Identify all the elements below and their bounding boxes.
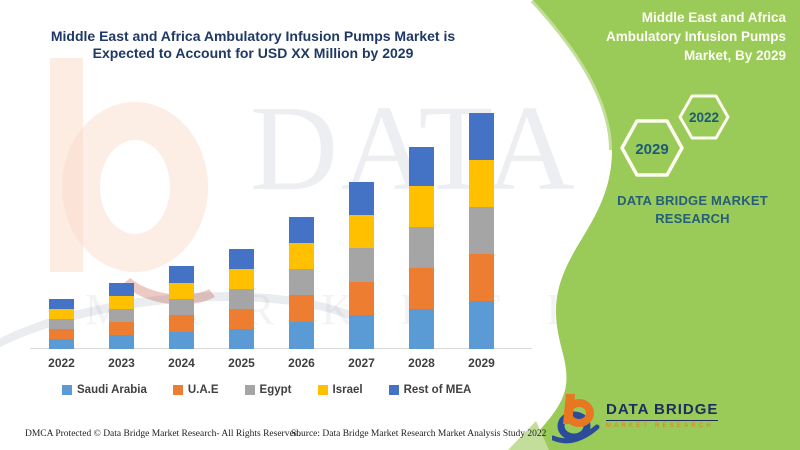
footer-dmca-text: DMCA Protected © Data Bridge Market Rese… xyxy=(25,429,301,439)
bar-segment-saudi-arabia xyxy=(409,309,434,349)
bar-segment-egypt xyxy=(169,299,194,315)
legend-swatch-rest-of-mea xyxy=(388,385,399,395)
bar-segment-egypt xyxy=(349,248,374,282)
bar-segment-egypt xyxy=(229,289,254,309)
bar-2026 xyxy=(289,217,314,349)
legend-swatch-egypt xyxy=(244,385,255,395)
bar-segment-israel xyxy=(409,186,434,227)
bar-segment-egypt xyxy=(289,269,314,295)
legend-swatch-saudi-arabia xyxy=(62,385,72,395)
bar-segment-u-a-e xyxy=(469,254,494,301)
bar-2022 xyxy=(49,299,74,349)
legend-label: Saudi Arabia xyxy=(77,384,147,396)
hexagon-badges: 2029 2022 xyxy=(620,94,730,177)
x-axis-label-2029: 2029 xyxy=(468,356,495,370)
bar-segment-u-a-e xyxy=(109,322,134,335)
logo-glyph-icon xyxy=(552,394,600,444)
bar-2024 xyxy=(169,266,194,349)
chart-title: Middle East and Africa Ambulatory Infusi… xyxy=(50,28,456,61)
logo-tagline: MARKET RESEARCH xyxy=(606,423,714,429)
x-axis-label-2025: 2025 xyxy=(228,356,255,370)
x-axis-label-2028: 2028 xyxy=(408,356,435,370)
bar-segment-u-a-e xyxy=(349,282,374,315)
logo-name: DATA BRIDGE xyxy=(606,401,719,421)
bar-segment-saudi-arabia xyxy=(49,339,74,349)
x-axis-label-2023: 2023 xyxy=(108,356,135,370)
legend-item-saudi-arabia: Saudi Arabia xyxy=(62,384,147,396)
bar-segment-u-a-e xyxy=(169,315,194,332)
logo: DATA BRIDGE MARKET RESEARCH xyxy=(552,392,719,444)
x-axis-label-2026: 2026 xyxy=(288,356,315,370)
bar-2023 xyxy=(109,283,134,349)
hexagon-2029-label: 2029 xyxy=(635,141,668,158)
legend: Saudi Arabia U.A.E Egypt Israel Rest of MEA xyxy=(62,384,471,396)
legend-label: U.A.E xyxy=(187,384,219,396)
bar-segment-u-a-e xyxy=(49,329,74,339)
legend-label: Egypt xyxy=(259,384,292,396)
legend-label: Rest of MEA xyxy=(403,384,472,396)
legend-item-egypt: Egypt xyxy=(244,384,292,396)
legend-label: Israel xyxy=(332,384,363,396)
bar-2029 xyxy=(469,113,494,349)
logo-text: DATA BRIDGE MARKET RESEARCH xyxy=(606,401,719,429)
x-axis-line xyxy=(30,348,532,349)
bar-segment-u-a-e xyxy=(229,309,254,329)
brand-name-text: DATA BRIDGE MARKET RESEARCH xyxy=(617,193,768,226)
bar-segment-rest-of-mea xyxy=(289,217,314,243)
side-panel-title: Middle East and Africa Ambulatory Infusi… xyxy=(605,10,786,63)
bar-segment-egypt xyxy=(109,309,134,322)
bar-segment-rest-of-mea xyxy=(409,147,434,186)
bar-segment-u-a-e xyxy=(289,295,314,322)
bar-2028 xyxy=(409,147,434,349)
bar-segment-saudi-arabia xyxy=(229,329,254,349)
bar-segment-israel xyxy=(109,296,134,309)
bar-segment-saudi-arabia xyxy=(169,332,194,349)
bar-segment-rest-of-mea xyxy=(169,266,194,283)
hexagon-2022-label: 2022 xyxy=(689,110,719,125)
bar-segment-saudi-arabia xyxy=(109,335,134,349)
bar-segment-israel xyxy=(229,269,254,289)
bar-segment-israel xyxy=(469,160,494,207)
bar-2027 xyxy=(349,182,374,349)
bar-segment-israel xyxy=(169,283,194,299)
footer-source-text: Source: Data Bridge Market Research Mark… xyxy=(291,429,547,439)
bar-segment-saudi-arabia xyxy=(349,315,374,349)
legend-item-israel: Israel xyxy=(317,384,363,396)
x-axis-label-2024: 2024 xyxy=(168,356,195,370)
legend-swatch-israel xyxy=(317,385,328,395)
bar-segment-israel xyxy=(349,215,374,248)
bar-segment-israel xyxy=(49,309,74,319)
bar-segment-u-a-e xyxy=(409,268,434,309)
bar-segment-rest-of-mea xyxy=(229,249,254,269)
bar-2025 xyxy=(229,249,254,349)
bar-segment-saudi-arabia xyxy=(289,322,314,349)
bar-segment-rest-of-mea xyxy=(469,113,494,160)
bar-segment-saudi-arabia xyxy=(469,301,494,349)
x-axis-label-2022: 2022 xyxy=(48,356,75,370)
bar-segment-egypt xyxy=(409,227,434,268)
bar-segment-rest-of-mea xyxy=(49,299,74,309)
bar-segment-israel xyxy=(289,243,314,269)
legend-item-u-a-e: U.A.E xyxy=(172,384,219,396)
bar-segment-egypt xyxy=(469,207,494,254)
bar-segment-rest-of-mea xyxy=(109,283,134,296)
legend-item-rest-of-mea: Rest of MEA xyxy=(388,384,472,396)
bar-segment-rest-of-mea xyxy=(349,182,374,215)
bar-segment-egypt xyxy=(49,319,74,329)
x-axis-label-2027: 2027 xyxy=(348,356,375,370)
legend-swatch-u-a-e xyxy=(172,385,183,395)
